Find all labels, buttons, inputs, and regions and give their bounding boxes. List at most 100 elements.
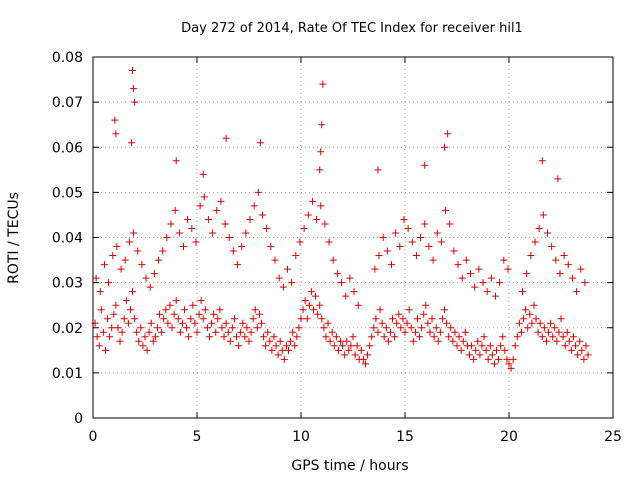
data-point [350,288,358,296]
data-point [137,324,145,332]
y-tick-label: 0.01 [52,366,83,382]
data-point [170,310,178,318]
data-point [501,346,509,354]
data-point [432,324,440,332]
data-point [229,247,237,255]
y-tick-label: 0.02 [52,321,83,337]
y-tick-label: 0.03 [52,276,83,292]
data-point [114,324,122,332]
data-point [250,202,258,210]
data-point [509,355,517,363]
data-point [99,328,107,336]
data-point [106,333,114,341]
data-point [188,224,196,232]
data-point [108,324,116,332]
data-point [491,292,499,300]
data-point [93,333,101,341]
data-point [391,333,399,341]
data-point [405,306,413,314]
data-point [462,256,470,264]
data-point [196,202,204,210]
data-point [179,243,187,251]
data-point [359,355,367,363]
data-point [251,306,259,314]
data-point [375,252,383,260]
data-point [426,328,434,336]
data-point [337,337,345,345]
data-point [397,324,405,332]
data-point [437,238,445,246]
data-point [557,315,565,323]
data-point [313,215,321,223]
data-point [416,333,424,341]
x-tick-label: 5 [193,429,202,445]
data-point [413,315,421,323]
data-point [300,224,308,232]
data-point [275,274,283,282]
data-point [131,315,139,323]
data-point [567,346,575,354]
data-point [164,319,172,327]
data-point [555,328,563,336]
data-point [191,319,199,327]
data-point [255,310,263,318]
data-point [199,170,207,178]
data-point [133,328,141,336]
data-point [120,315,128,323]
data-point [428,315,436,323]
data-point [328,328,336,336]
data-point [220,333,228,341]
data-point [547,319,555,327]
axis-ticks: 0 0.01 0.02 0.03 0.04 0.05 0.06 0.07 0.08 0 5 10 15 2… [52,50,622,445]
data-point [461,328,469,336]
data-point [214,315,222,323]
data-point [212,328,220,336]
data-point [471,283,479,291]
data-point [519,288,527,296]
data-point [332,333,340,341]
data-point [314,310,322,318]
data-point [149,337,157,345]
data-point [145,328,153,336]
y-axis-label: ROTI / TECUs [6,192,22,284]
data-point [368,333,376,341]
data-point [511,342,519,350]
data-point [264,328,272,336]
data-point [325,238,333,246]
data-point [268,346,276,354]
data-point [408,238,416,246]
data-point [445,333,453,341]
data-point [480,333,488,341]
data-point [476,351,484,359]
data-point [517,328,525,336]
data-point [568,274,576,282]
data-point [560,252,568,260]
data-point [160,315,168,323]
data-point [216,306,224,314]
data-point [545,328,553,336]
data-point [254,188,262,196]
data-point [129,67,137,75]
data-point [451,328,459,336]
data-point [382,324,390,332]
data-point [316,166,324,174]
data-point [155,256,163,264]
data-point [101,346,109,354]
data-point [538,157,546,165]
data-point [276,337,284,345]
data-point [141,333,149,341]
data-point [523,270,531,278]
data-point [112,301,120,309]
data-point [528,319,536,327]
data-point [195,310,203,318]
data-point [488,351,496,359]
x-axis-label: GPS time / hours [291,458,408,474]
data-point [305,301,313,309]
data-point [112,130,120,138]
data-point [542,337,550,345]
data-point [163,234,171,241]
data-point [424,319,432,327]
data-point [497,342,505,350]
data-point [113,243,121,251]
data-point [309,306,317,314]
